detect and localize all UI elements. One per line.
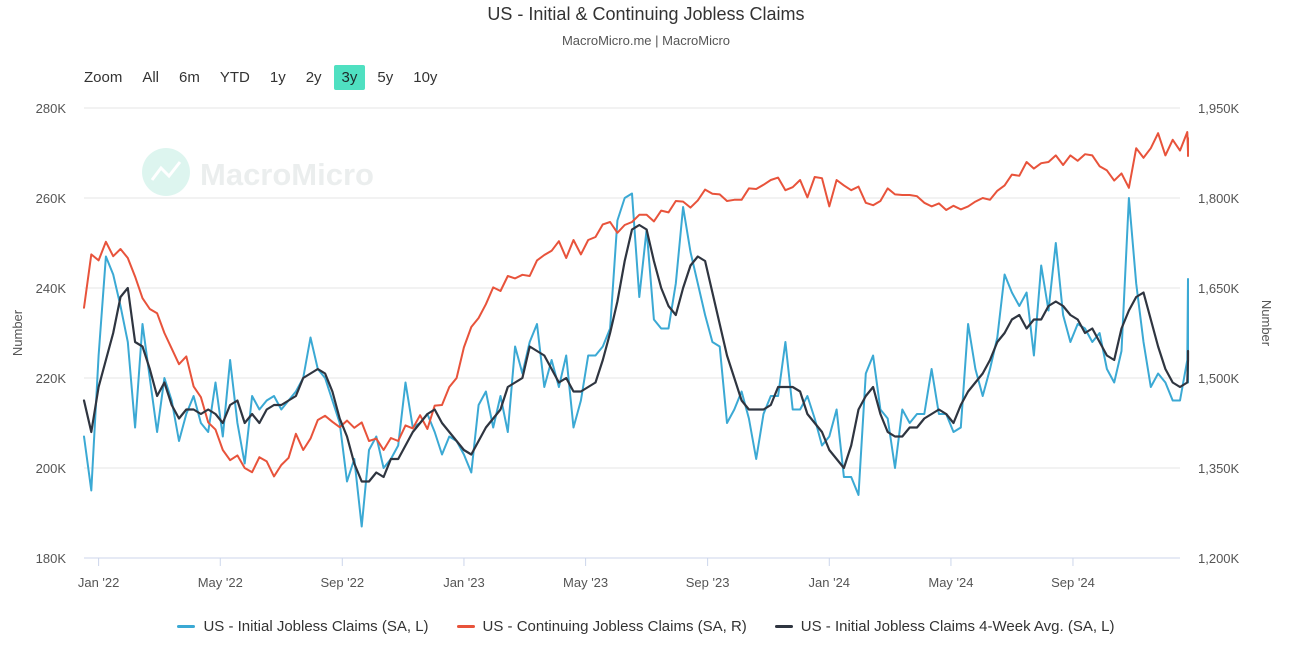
x-tick-label: May '24: [928, 575, 973, 590]
chart-title: US - Initial & Continuing Jobless Claims: [487, 4, 805, 24]
x-tick-label: Sep '24: [1051, 575, 1095, 590]
y-left-tick-label: 200K: [36, 461, 67, 476]
y-left-tick-label: 180K: [36, 551, 67, 566]
legend-label-continuing: US - Continuing Jobless Claims (SA, R): [482, 618, 747, 635]
range-button-1y[interactable]: 1y: [269, 69, 286, 86]
legend-swatch-4wk-avg: [774, 625, 793, 628]
legend-swatch-continuing: [456, 625, 475, 628]
y-right-tick-label: 1,500K: [1198, 371, 1240, 386]
x-tick-label: Sep '23: [686, 575, 730, 590]
y-right-tick-label: 1,950K: [1198, 101, 1240, 116]
y-left-tick-label: 220K: [36, 371, 67, 386]
y-right-tick-label: 1,200K: [1198, 551, 1240, 566]
range-button-ytd[interactable]: YTD: [219, 69, 250, 86]
continuing-claims-line[interactable]: [83, 131, 1189, 478]
range-selector: Zoom All 6m YTD 1y 2y 3y 5y 10y: [84, 65, 449, 90]
y-left-axis-title: Number: [10, 309, 25, 356]
y-right-tick-label: 1,350K: [1198, 461, 1240, 476]
legend-item-4wk-avg[interactable]: US - Initial Jobless Claims 4-Week Avg. …: [774, 618, 1115, 635]
range-button-6m[interactable]: 6m: [179, 69, 200, 86]
y-left-tick-label: 240K: [36, 281, 67, 296]
legend-label-initial: US - Initial Jobless Claims (SA, L): [203, 618, 429, 635]
range-button-2y[interactable]: 2y: [305, 69, 322, 86]
x-tick-label: May '23: [563, 575, 608, 590]
watermark-trend-icon: [150, 161, 182, 181]
legend-item-initial[interactable]: US - Initial Jobless Claims (SA, L): [177, 618, 429, 635]
y-right-axis-title: Number: [1259, 300, 1274, 347]
y-left-tick-label: 280K: [36, 101, 67, 116]
x-tick-label: Jan '23: [443, 575, 485, 590]
y-left-tick-label: 260K: [36, 191, 67, 206]
y-right-tick-label: 1,650K: [1198, 281, 1240, 296]
chart-subtitle: MacroMicro.me | MacroMicro: [561, 33, 731, 48]
legend-label-4wk-avg: US - Initial Jobless Claims 4-Week Avg. …: [800, 618, 1115, 635]
initial-claims-line[interactable]: [83, 192, 1189, 528]
range-button-5y[interactable]: 5y: [377, 69, 394, 86]
legend-swatch-initial: [177, 625, 196, 628]
range-button-3y[interactable]: 3y: [333, 65, 366, 90]
watermark-text: MacroMicro: [200, 157, 374, 192]
avg-4wk-line[interactable]: [82, 223, 1190, 483]
range-button-all[interactable]: All: [142, 69, 160, 86]
legend-item-continuing[interactable]: US - Continuing Jobless Claims (SA, R): [456, 618, 747, 635]
watermark-logo-icon: [142, 148, 190, 196]
y-right-tick-label: 1,800K: [1198, 191, 1240, 206]
watermark-logo: MacroMicro: [142, 148, 374, 196]
x-tick-label: Jan '24: [809, 575, 851, 590]
x-tick-label: May '22: [198, 575, 243, 590]
range-button-10y[interactable]: 10y: [413, 69, 438, 86]
x-tick-label: Sep '22: [320, 575, 364, 590]
zoom-label: Zoom: [84, 69, 123, 86]
legend: US - Initial Jobless Claims (SA, L) US -…: [0, 618, 1292, 635]
x-tick-label: Jan '22: [78, 575, 120, 590]
